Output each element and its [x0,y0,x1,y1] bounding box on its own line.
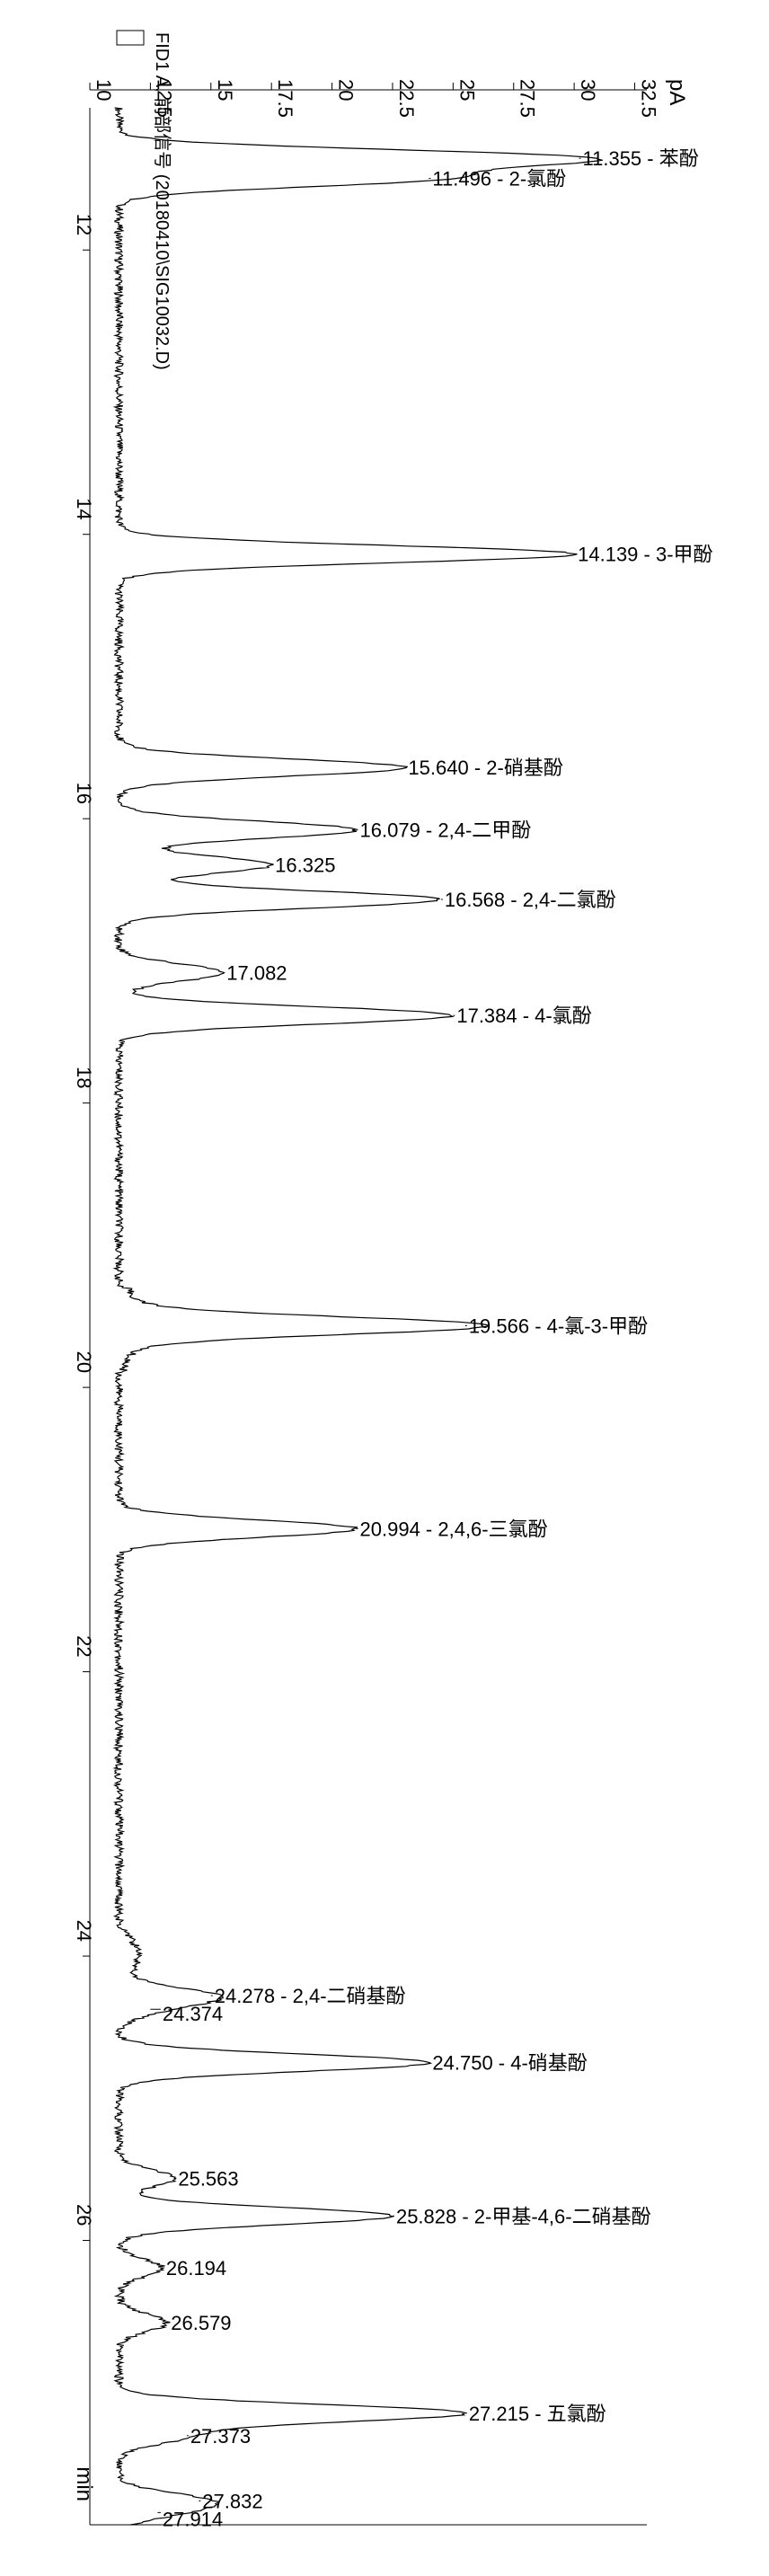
chromatogram-figure: FID1 A, 前部信号 (20180410\SIG10032.D)1012.5… [0,0,769,2576]
legend-swatch [117,31,144,45]
peak-label: 24.374 [163,2003,223,2025]
peak-label: 17.082 [226,961,287,984]
pa-tick-label: 20 [335,79,358,101]
peak-label: 26.194 [166,2257,226,2279]
peak-label: 20.994 - 2,4,6-三氯酚 [360,1518,548,1540]
min-tick-label: 24 [73,1920,95,1942]
pa-axis-label: pA [665,79,689,105]
peak-label: 24.278 - 2,4-二硝基酚 [215,1985,406,2007]
peak-label: 16.079 - 2,4-二甲酚 [360,819,532,842]
peak-label: 14.139 - 3-甲酚 [578,544,712,566]
peak-label: 27.914 [163,2508,223,2530]
pa-tick-label: 10 [93,79,115,101]
peak-label: 19.566 - 4-氯-3-甲酚 [469,1315,648,1337]
pa-tick-label: 30 [577,79,599,101]
min-tick-label: 18 [73,1067,95,1088]
pa-tick-label: 27.5 [517,79,539,118]
pa-tick-label: 17.5 [274,79,296,118]
peak-label: 15.640 - 2-硝基酚 [408,757,562,779]
peak-label: 27.373 [190,2425,251,2448]
min-tick-label: 22 [73,1635,95,1657]
min-tick-label: 26 [73,2204,95,2226]
peak-label: 16.325 [275,854,335,877]
peak-label: 17.384 - 4-氯酚 [456,1005,591,1027]
peak-label: 25.563 [178,2167,238,2190]
peak-label: 16.568 - 2,4-二氯酚 [445,889,616,911]
peak-label: 11.496 - 2-氯酚 [432,167,566,190]
pa-tick-label: 32.5 [638,79,660,118]
min-axis-label: min [72,2466,96,2501]
pa-tick-label: 12.5 [153,79,175,118]
peak-label: 24.750 - 4-硝基酚 [432,2052,587,2075]
min-tick-label: 12 [73,214,95,235]
min-tick-label: 16 [73,783,95,804]
peak-label: 11.355 - 苯酚 [583,147,699,170]
peak-label: 27.215 - 五氯酚 [469,2403,606,2425]
min-tick-label: 14 [73,498,95,519]
peak-label: 25.828 - 2-甲基-4,6-二硝基酚 [396,2205,651,2227]
min-tick-label: 20 [73,1351,95,1373]
pa-tick-label: 15 [214,79,236,101]
pa-tick-label: 25 [455,79,478,101]
pa-tick-label: 22.5 [395,79,418,118]
peak-label: 26.579 [171,2312,231,2334]
chart-svg: FID1 A, 前部信号 (20180410\SIG10032.D)1012.5… [0,0,769,2576]
